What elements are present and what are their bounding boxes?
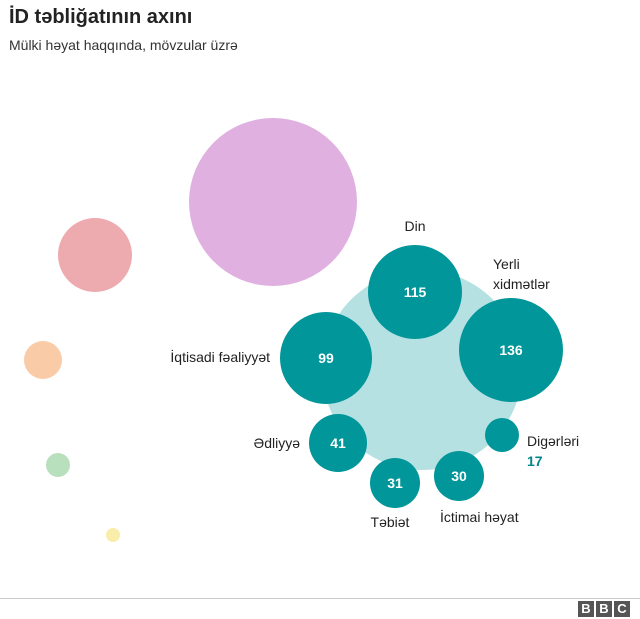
bubble-category xyxy=(309,414,367,472)
category-value-label: 17 xyxy=(527,453,543,469)
bubble-red xyxy=(58,218,132,292)
category-label: İctimai həyat xyxy=(440,508,519,525)
category-label: xidmətlər xyxy=(493,276,550,292)
bubble-category xyxy=(370,458,420,508)
bbc-logo-letter: B xyxy=(596,601,612,617)
bubble-value-label: 115 xyxy=(404,284,427,300)
bubble-category xyxy=(485,418,519,452)
category-label: Din xyxy=(404,218,425,234)
bubble-yellow xyxy=(106,528,120,542)
bubble-value-label: 41 xyxy=(330,435,346,451)
bubble-value-label: 31 xyxy=(387,475,403,491)
bubble-green xyxy=(46,453,70,477)
chart-subtitle: Mülki həyat haqqında, mövzular üzrə xyxy=(9,37,238,53)
category-label: Təbiət xyxy=(371,514,410,530)
bubble-pink xyxy=(189,118,357,286)
category-label: Ədliyyə xyxy=(254,435,301,451)
footer-divider xyxy=(0,598,640,599)
chart-title: İD təbliğatının axını xyxy=(9,6,193,28)
bubble-category xyxy=(280,312,372,404)
bbc-logo-letter: B xyxy=(578,601,594,617)
bbc-logo: B B C xyxy=(578,601,630,617)
bubble-category xyxy=(434,451,484,501)
bbc-logo-letter: C xyxy=(614,601,630,617)
bubble-orange xyxy=(24,341,62,379)
bubble-value-label: 99 xyxy=(318,350,334,366)
bubble-category xyxy=(459,298,563,402)
category-label: İqtisadi fəaliyyət xyxy=(170,348,270,365)
bubble-category xyxy=(368,245,462,339)
bubble-value-label: 136 xyxy=(499,342,523,358)
category-label: Digərləri xyxy=(527,433,579,449)
bubble-chart: 115 Din 136 Yerli xidmətlər 99 İqtisadi fəaliy… xyxy=(24,118,579,542)
category-label: Yerli xyxy=(493,256,520,272)
bubble-value-label: 30 xyxy=(451,468,467,484)
